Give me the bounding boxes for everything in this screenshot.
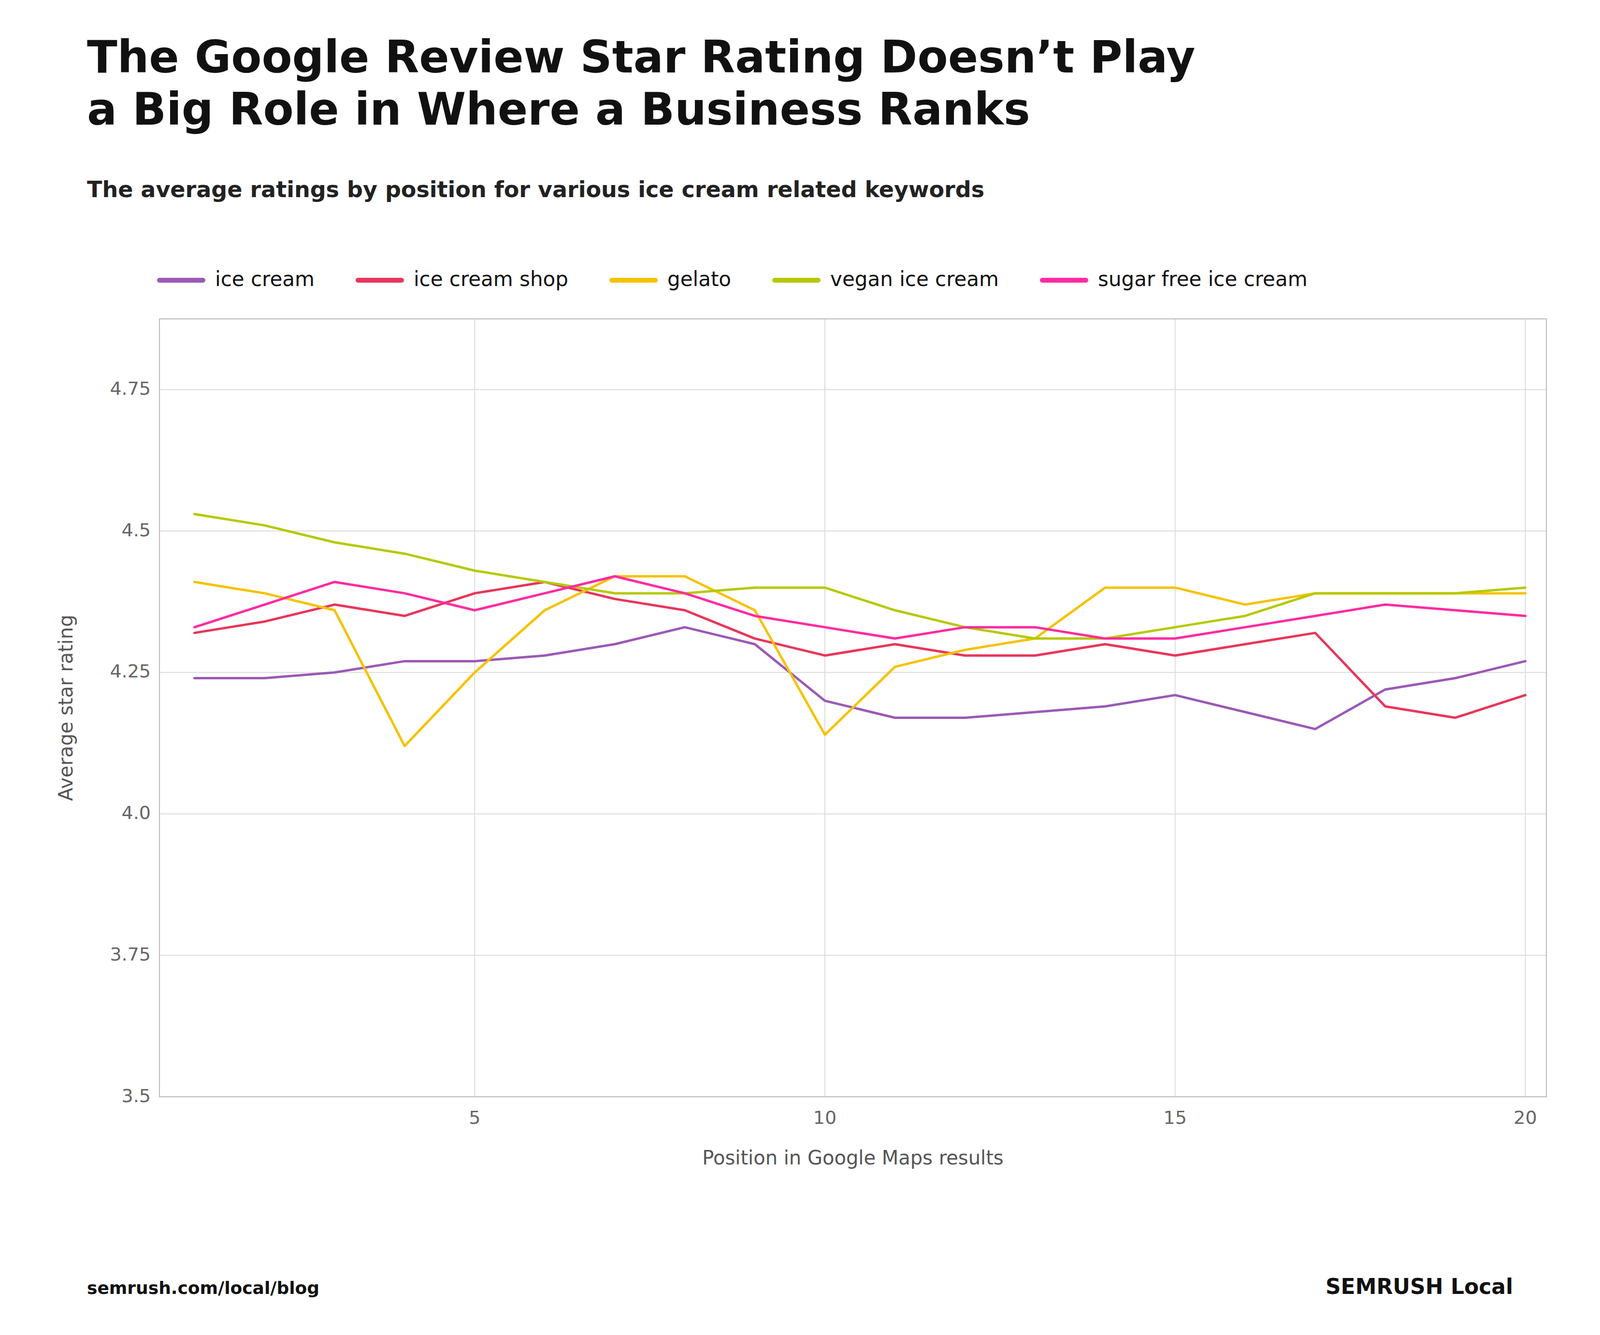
y-tick-label: 4.5 (121, 519, 151, 541)
legend-item: gelato (611, 267, 732, 291)
subtitle: The average ratings by position for vari… (86, 176, 985, 203)
y-tick-label: 3.5 (121, 1085, 151, 1107)
footer-annotation: SEMRUSH Local (1325, 1274, 1514, 1299)
title-line: a Big Role in Where a Business Ranks (86, 83, 1031, 136)
y-grid-line (159, 954, 1547, 956)
x-tick-label: 5 (468, 1107, 481, 1129)
x-axis-label: Position in Google Maps results (702, 1146, 1004, 1169)
legend-item: sugar free ice cream (1042, 267, 1308, 291)
legend-label: vegan ice cream (830, 267, 999, 291)
legend: ice cream ice cream shop gelato vegan ice c… (159, 267, 1308, 291)
x-grid-line (824, 318, 826, 1097)
grid (159, 318, 1547, 1097)
y-tick-label: 4.25 (109, 660, 151, 682)
legend-label: ice cream shop (413, 267, 569, 291)
chart: The Google Review Star Rating Doesn’t Pl… (0, 0, 1600, 1335)
x-tick-label: 10 (813, 1107, 837, 1129)
x-grid-line (1174, 318, 1176, 1097)
legend-item: vegan ice cream (774, 267, 999, 291)
series-line (194, 576, 1526, 747)
y-grid-line (159, 389, 1547, 390)
y-axis-label: Average star rating (54, 614, 77, 802)
plot-frame (159, 318, 1547, 1097)
title-line: The Google Review Star Rating Doesn’t Pl… (86, 31, 1196, 84)
series-line (194, 576, 1526, 639)
series-line (194, 581, 1526, 718)
legend-item: ice cream (159, 267, 315, 291)
lines (194, 514, 1526, 747)
x-grid-line (474, 318, 476, 1097)
y-tick-label: 4.75 (109, 377, 151, 400)
legend-swatch (611, 277, 656, 283)
legend-item: ice cream shop (358, 267, 569, 291)
footer-annotation: semrush.com/local/blog (86, 1278, 320, 1298)
legend-swatch (159, 277, 203, 283)
y-grid-line (159, 530, 1547, 532)
background (0, 0, 1600, 1335)
x-tick-label: 15 (1163, 1107, 1187, 1129)
legend-label: sugar free ice cream (1097, 267, 1308, 291)
x-tick-label: 20 (1513, 1107, 1537, 1129)
legend-swatch (1042, 277, 1086, 283)
y-grid-line (159, 813, 1547, 815)
legend-label: gelato (667, 267, 732, 291)
legend-label: ice cream (215, 267, 315, 291)
legend-swatch (774, 277, 819, 283)
series-line (194, 514, 1526, 639)
title: The Google Review Star Rating Doesn’t Pl… (86, 31, 1196, 136)
y-tick-label: 4.0 (121, 802, 151, 824)
legend-swatch (358, 277, 402, 283)
y-tick-label: 3.75 (109, 943, 151, 966)
x-grid-line (1525, 318, 1527, 1097)
